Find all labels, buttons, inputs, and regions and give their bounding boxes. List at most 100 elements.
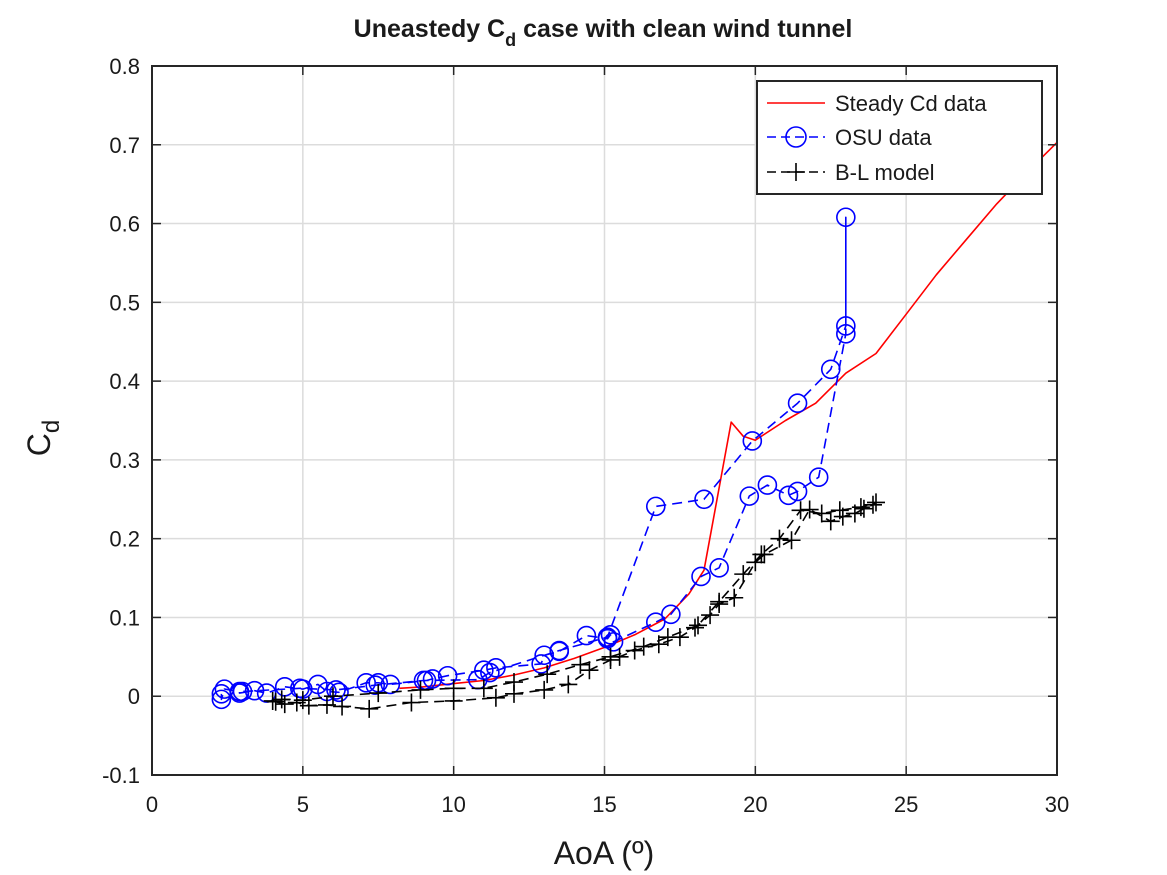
data-point	[645, 612, 666, 632]
data-point	[601, 647, 620, 666]
data-point	[701, 606, 720, 625]
data-point	[820, 359, 841, 380]
data-point	[505, 673, 523, 692]
data-point	[369, 684, 388, 703]
x-tick-label: 5	[297, 792, 309, 817]
series-line	[220, 216, 847, 701]
x-tick-label: 20	[743, 792, 767, 817]
data-point	[360, 699, 379, 718]
data-point	[757, 475, 778, 495]
data-point	[531, 654, 551, 674]
data-point	[486, 658, 506, 678]
data-point	[742, 431, 763, 451]
data-point	[486, 688, 505, 707]
data-point	[812, 504, 831, 523]
y-tick-label: 0.3	[109, 448, 140, 473]
data-point	[787, 393, 808, 413]
data-point	[645, 496, 666, 517]
data-point	[778, 485, 799, 506]
data-point	[791, 501, 810, 520]
data-point	[836, 316, 856, 336]
data-point	[694, 489, 714, 510]
data-point	[365, 675, 386, 695]
y-axis-label: Cd	[21, 420, 65, 456]
data-point	[821, 512, 840, 531]
y-tick-label: 0.7	[109, 133, 140, 158]
data-point	[782, 531, 801, 550]
data-point	[411, 680, 430, 699]
legend-item-osu: OSU data	[767, 125, 932, 150]
data-point	[739, 486, 760, 506]
data-point	[444, 679, 463, 698]
data-point	[275, 695, 294, 714]
legend-label-osu: OSU data	[835, 125, 932, 150]
data-point	[538, 665, 557, 684]
data-point	[534, 645, 554, 666]
data-point	[229, 683, 250, 703]
data-point	[571, 655, 590, 674]
data-point	[580, 661, 599, 680]
y-tick-label: 0.1	[109, 605, 140, 630]
y-tick-label: 0.4	[109, 369, 140, 394]
data-point	[293, 691, 312, 710]
legend: Steady Cd data OSU data B-L model	[756, 80, 1043, 195]
data-point	[710, 592, 729, 611]
data-point	[380, 674, 401, 695]
data-point	[851, 498, 870, 517]
data-point	[402, 693, 421, 712]
x-tick-label: 0	[146, 792, 158, 817]
data-point	[474, 679, 493, 698]
grid-lines	[152, 66, 1057, 775]
data-point	[836, 207, 856, 228]
y-tick-label: 0.6	[109, 212, 140, 237]
legend-box	[756, 80, 1043, 195]
y-tick-label: 0.5	[109, 290, 140, 315]
legend-marker-osu	[785, 126, 807, 148]
data-point	[535, 680, 554, 699]
y-tick-label: 0.2	[109, 527, 140, 552]
y-tick-label: 0.8	[109, 54, 140, 79]
data-point	[709, 558, 729, 578]
data-point	[725, 588, 744, 607]
x-tick-label: 25	[894, 792, 918, 817]
data-point	[272, 690, 291, 709]
data-point	[356, 673, 376, 693]
x-tick-label: 10	[441, 792, 465, 817]
data-point	[329, 682, 349, 703]
data-point	[787, 481, 808, 502]
data-point	[597, 627, 618, 647]
data-point	[549, 640, 570, 661]
data-point	[658, 628, 677, 647]
legend-item-bl: B-L model	[767, 160, 934, 185]
data-point	[770, 529, 789, 548]
data-point	[634, 637, 653, 656]
data-point	[734, 565, 753, 584]
data-point	[689, 616, 708, 635]
legend-marker-bl	[787, 163, 805, 181]
chart-title: Uneastedy Cd case with clean wind tunnel	[354, 15, 853, 50]
data-point	[326, 680, 346, 700]
axis-ticks: 0 5 10 15 20 25 30-0.100.10.20.30.40.50.60.70.…	[102, 54, 1069, 817]
data-point	[437, 665, 458, 686]
data-point	[830, 501, 849, 520]
data-point	[480, 662, 500, 683]
data-point	[649, 635, 668, 654]
legend-label-bl: B-L model	[835, 160, 934, 185]
x-tick-label: 15	[592, 792, 616, 817]
data-point	[211, 689, 232, 710]
legend-label-steady: Steady Cd data	[835, 91, 987, 116]
data-point	[691, 566, 711, 587]
data-point	[836, 324, 856, 344]
series-2	[263, 493, 885, 718]
data-point	[603, 632, 624, 652]
data-point	[625, 641, 644, 660]
data-point	[263, 691, 282, 710]
data-point	[576, 625, 597, 646]
data-point	[867, 493, 885, 512]
data-point	[232, 681, 253, 702]
data-point	[333, 697, 352, 716]
y-tick-label: -0.1	[102, 763, 140, 788]
x-axis-label: AoA (º)	[554, 835, 655, 871]
data-point	[686, 618, 704, 637]
